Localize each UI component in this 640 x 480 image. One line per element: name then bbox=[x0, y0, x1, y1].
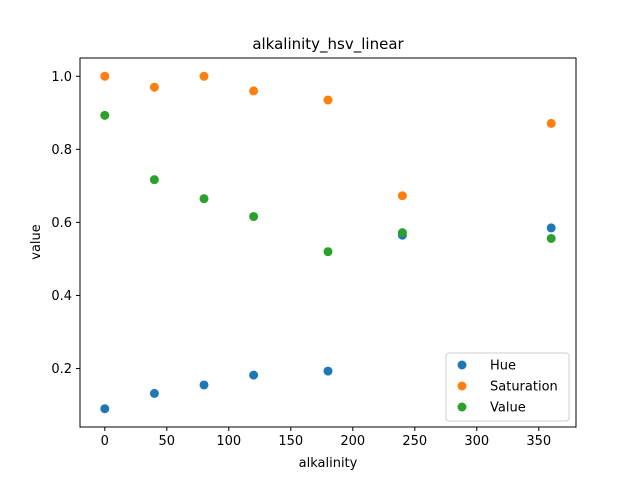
y-tick-label-1: 0.4 bbox=[51, 289, 72, 304]
x-tick-label-7: 350 bbox=[526, 434, 551, 449]
y-tick-label-3: 0.8 bbox=[51, 143, 72, 158]
point-value-6 bbox=[546, 233, 556, 243]
point-value-2 bbox=[199, 194, 209, 204]
point-hue-2 bbox=[199, 380, 209, 390]
point-value-3 bbox=[249, 212, 259, 222]
legend: Hue Saturation Value bbox=[445, 352, 570, 422]
x-axis: 0 50 100 150 200 250 300 350 bbox=[101, 427, 551, 449]
point-value-0 bbox=[100, 110, 110, 120]
x-tick-label-4: 200 bbox=[340, 434, 365, 449]
point-hue-0 bbox=[100, 404, 110, 414]
x-axis-label: alkalinity bbox=[299, 456, 358, 471]
plot-area bbox=[79, 57, 577, 428]
x-tick-label-2: 100 bbox=[216, 434, 241, 449]
point-value-1 bbox=[149, 175, 159, 185]
point-value-5 bbox=[397, 228, 407, 238]
point-saturation-4 bbox=[323, 95, 333, 105]
x-tick-label-3: 150 bbox=[278, 434, 303, 449]
point-saturation-3 bbox=[249, 86, 259, 96]
x-tick-label-0: 0 bbox=[101, 434, 109, 449]
x-tick-label-5: 250 bbox=[402, 434, 427, 449]
legend-marker-hue bbox=[457, 360, 467, 370]
legend-label-saturation: Saturation bbox=[490, 380, 558, 395]
x-tick-label-1: 50 bbox=[159, 434, 176, 449]
chart-title: alkalinity_hsv_linear bbox=[252, 35, 404, 54]
x-tick-label-6: 300 bbox=[464, 434, 489, 449]
legend-marker-saturation bbox=[457, 381, 467, 391]
y-axis-label: value bbox=[29, 224, 44, 260]
point-saturation-0 bbox=[100, 71, 110, 81]
point-saturation-5 bbox=[397, 191, 407, 201]
plot-frame bbox=[79, 57, 577, 428]
legend-box bbox=[445, 352, 570, 422]
y-tick-label-4: 1.0 bbox=[51, 70, 72, 85]
legend-label-hue: Hue bbox=[490, 359, 516, 374]
point-saturation-2 bbox=[199, 71, 209, 81]
point-hue-4 bbox=[323, 366, 333, 376]
legend-marker-value bbox=[457, 402, 467, 412]
point-hue-3 bbox=[249, 370, 259, 380]
point-value-4 bbox=[323, 247, 333, 257]
point-saturation-6 bbox=[546, 118, 556, 128]
y-axis: 0.2 0.4 0.6 0.8 1.0 bbox=[51, 70, 80, 377]
y-tick-label-2: 0.6 bbox=[51, 216, 72, 231]
legend-label-value: Value bbox=[490, 401, 526, 416]
y-tick-label-0: 0.2 bbox=[51, 362, 72, 377]
point-saturation-1 bbox=[149, 82, 159, 92]
point-hue-1 bbox=[149, 388, 159, 398]
point-hue-6 bbox=[546, 223, 556, 233]
